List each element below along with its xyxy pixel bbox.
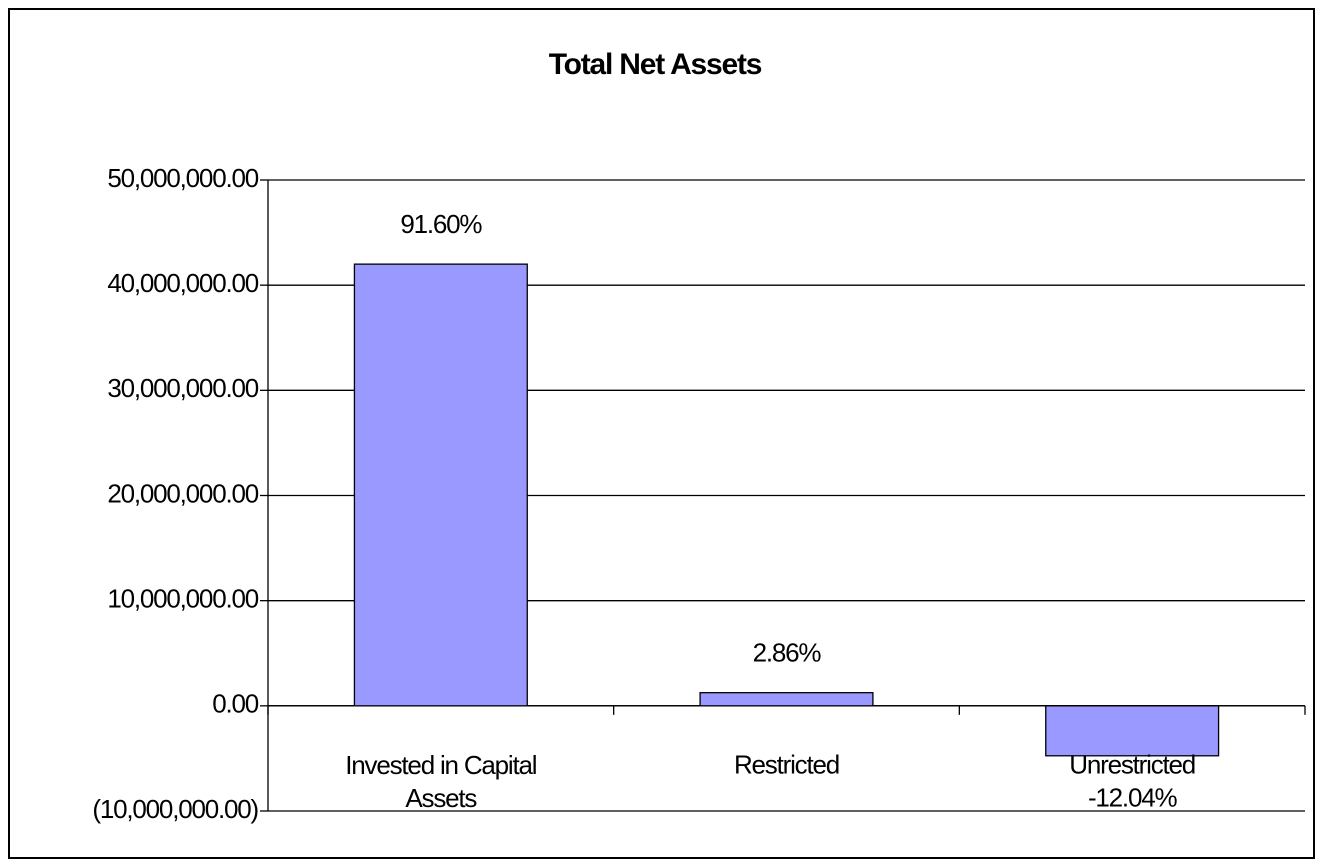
y-tick-label: 20,000,000.00 [107,478,258,508]
data-label: 91.60% [400,209,482,239]
bar [353,263,528,707]
y-tick-label: 40,000,000.00 [107,268,258,298]
data-label: -12.04% [1088,783,1178,813]
bar [699,692,874,707]
y-tick-label: 10,000,000.00 [107,584,258,614]
y-tick-label: 0.00 [212,689,259,719]
y-tick-label: 30,000,000.00 [107,373,258,403]
data-label: 2.86% [753,638,822,668]
y-tick-label: 50,000,000.00 [107,163,258,193]
bar [1045,705,1220,757]
x-tick-label: Invested in Capital Assets [345,750,537,813]
y-tick-label: (10,000,000.00) [92,794,258,824]
x-tick-label: Restricted [734,750,839,780]
x-tick-label: Unrestricted [1069,750,1195,780]
chart-title: Total Net Assets [549,48,762,81]
